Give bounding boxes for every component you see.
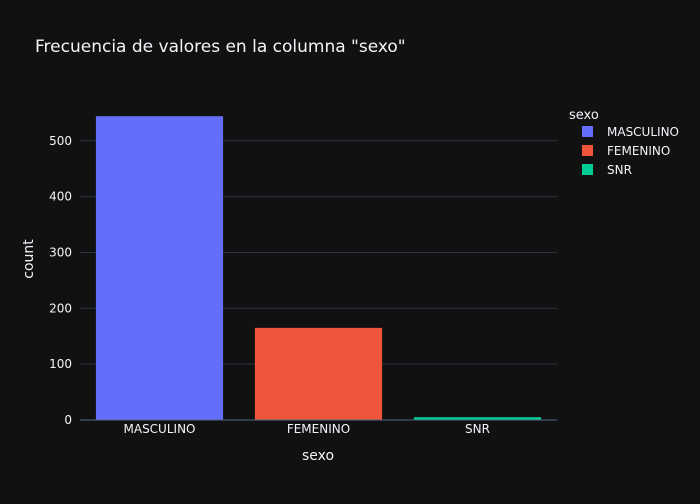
y-tick-label: 100: [49, 357, 72, 371]
legend-swatch: [582, 126, 593, 137]
x-tick-label: FEMENINO: [287, 422, 350, 436]
bar-snr[interactable]: [413, 417, 542, 420]
y-tick-labels: 0 100 200 300 400 500: [49, 134, 72, 427]
legend-label: SNR: [607, 163, 632, 177]
bar-masculino[interactable]: [95, 116, 224, 420]
y-tick-label: 300: [49, 245, 72, 259]
legend-swatch: [582, 164, 593, 175]
legend-item-snr[interactable]: SNR: [582, 163, 632, 177]
y-axis-title: count: [21, 239, 37, 279]
x-tick-labels: MASCULINO FEMENINO SNR: [124, 422, 490, 436]
x-axis-title: sexo: [302, 448, 334, 464]
legend-label: MASCULINO: [607, 125, 679, 139]
y-tick-label: 200: [49, 301, 72, 315]
legend-item-femenino[interactable]: FEMENINO: [582, 144, 670, 158]
x-tick-label: MASCULINO: [124, 422, 196, 436]
x-tick-label: SNR: [465, 422, 490, 436]
y-tick-label: 500: [49, 134, 72, 148]
legend[interactable]: sexo MASCULINO FEMENINO SNR: [569, 108, 679, 177]
legend-swatch: [582, 145, 593, 156]
bar-femenino[interactable]: [254, 327, 383, 420]
legend-title: sexo: [569, 108, 599, 123]
y-tick-label: 400: [49, 190, 72, 204]
chart-title: Frecuencia de valores en la columna "sex…: [35, 37, 406, 57]
legend-label: FEMENINO: [607, 144, 670, 158]
legend-item-masculino[interactable]: MASCULINO: [582, 125, 679, 139]
y-tick-label: 0: [64, 413, 72, 427]
bars: [95, 116, 542, 420]
legend-items: MASCULINO FEMENINO SNR: [582, 125, 679, 177]
